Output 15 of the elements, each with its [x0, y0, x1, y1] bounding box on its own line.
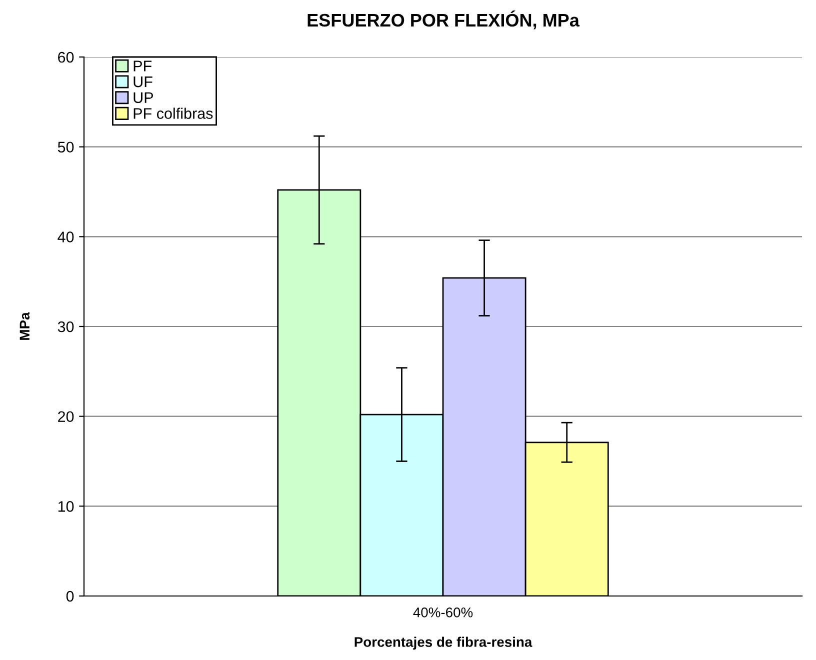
y-tick-label: 10 [58, 501, 74, 512]
y-tick-label: 40 [58, 232, 74, 242]
y-tick-label: 20 [58, 411, 74, 422]
chart-title: ESFUERZO POR FLEXIÓN, MPa [308, 10, 580, 30]
legend-label: UF [134, 76, 152, 88]
y-tick-label: 60 [58, 52, 74, 63]
y-axis-title: MPa [20, 312, 30, 340]
x-tick-label: 40%-60% [413, 607, 473, 618]
legend-label: UP [134, 92, 153, 104]
y-tick-label: 0 [66, 590, 74, 602]
y-tick-label: 30 [58, 321, 74, 332]
y-tick-label: 50 [58, 142, 74, 153]
x-axis-title: Porcentajes de fibra-resina [354, 636, 532, 650]
legend-label: PF colfibras [134, 108, 213, 119]
legend-label: PF [134, 60, 152, 72]
